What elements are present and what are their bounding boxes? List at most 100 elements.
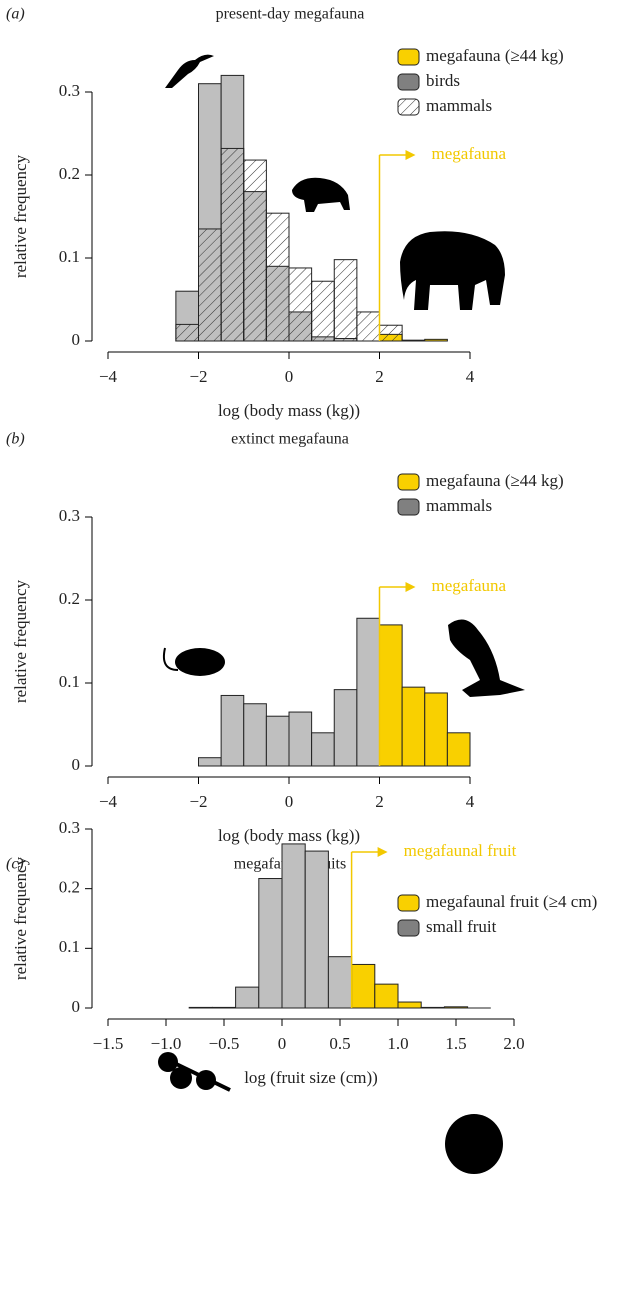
legend-swatch <box>397 473 420 491</box>
x-tick-label: −4 <box>99 367 118 386</box>
fruit-icon <box>445 1114 503 1174</box>
legend-label: megafaunal fruit (≥4 cm) <box>426 892 597 911</box>
bar <box>446 732 471 767</box>
bar <box>175 323 199 342</box>
bar <box>333 689 358 767</box>
x-tick-label: −4 <box>99 792 118 811</box>
bar <box>374 983 399 1009</box>
bar <box>198 757 222 767</box>
y-tick-label: 0.2 <box>59 878 80 897</box>
x-tick-label: −2 <box>189 367 207 386</box>
x-tick-label: −1.0 <box>151 1034 182 1053</box>
x-tick-label: −2 <box>189 792 207 811</box>
y-tick-label: 0.3 <box>59 506 80 525</box>
x-axis-label: log (body mass (kg)) <box>218 401 360 420</box>
x-tick-label: 0 <box>285 367 294 386</box>
legend-label: mammals <box>426 496 492 515</box>
bar <box>243 703 267 767</box>
panel-label: (c) <box>6 856 24 873</box>
x-axis-label: log (body mass (kg)) <box>218 826 360 845</box>
y-tick-label: 0.2 <box>59 589 80 608</box>
x-tick-label: 0.5 <box>329 1034 350 1053</box>
bar <box>198 228 222 342</box>
y-axis-label: relative frequency <box>11 579 30 703</box>
bar <box>424 692 448 767</box>
bar <box>379 624 403 767</box>
annotation: megafauna <box>432 576 507 595</box>
bar <box>243 159 267 342</box>
toucan-icon <box>165 54 214 88</box>
bar <box>288 267 313 342</box>
bar <box>304 850 329 1009</box>
chart-title: extinct megafauna <box>231 431 349 448</box>
annotation: megafauna <box>432 144 507 163</box>
legend-label: megafauna (≥44 kg) <box>426 471 564 490</box>
sloth-icon <box>448 619 525 697</box>
y-tick-label: 0.3 <box>59 818 80 837</box>
bar <box>311 280 335 342</box>
x-axis-label: log (fruit size (cm)) <box>244 1068 378 1087</box>
annotation: megafaunal fruit <box>404 841 517 860</box>
x-tick-label: 4 <box>466 367 475 386</box>
fruit-icon <box>170 1067 192 1089</box>
legend-label: mammals <box>426 96 492 115</box>
x-tick-label: 0 <box>278 1034 287 1053</box>
branch-icon <box>167 1058 231 1092</box>
bar <box>281 843 306 1009</box>
legend-swatch <box>397 98 420 116</box>
y-tick-label: 0 <box>72 755 81 774</box>
x-tick-label: 0 <box>285 792 294 811</box>
bar <box>265 212 290 342</box>
legend-label: megafauna (≥44 kg) <box>426 46 564 65</box>
bar <box>327 956 353 1009</box>
y-tick-label: 0.1 <box>59 937 80 956</box>
x-tick-label: −0.5 <box>209 1034 240 1053</box>
bar <box>265 715 290 767</box>
legend-label: small fruit <box>426 917 497 936</box>
bar <box>356 617 380 767</box>
x-tick-label: 2 <box>375 367 384 386</box>
bar <box>401 686 426 767</box>
legend-swatch <box>397 894 420 912</box>
arrow-head <box>405 582 416 592</box>
y-tick-label: 0.1 <box>59 672 80 691</box>
y-tick-label: 0 <box>72 330 81 349</box>
bar <box>333 259 358 342</box>
legend-swatch <box>397 48 420 66</box>
bar <box>351 963 376 1009</box>
mouse-icon <box>175 648 225 676</box>
chart-title: present-day megafauna <box>216 6 365 23</box>
x-tick-label: 2.0 <box>503 1034 524 1053</box>
x-tick-label: 1.0 <box>387 1034 408 1053</box>
x-tick-label: 4 <box>466 792 475 811</box>
y-tick-label: 0.1 <box>59 247 80 266</box>
legend-label: birds <box>426 71 460 90</box>
panel-label: (a) <box>6 6 25 23</box>
bar <box>258 878 283 1009</box>
bar <box>220 694 245 767</box>
legend-swatch <box>397 498 420 516</box>
capybara-icon <box>292 177 350 212</box>
arrow-head <box>377 847 388 857</box>
legend-swatch <box>397 919 420 937</box>
bar <box>220 147 245 342</box>
bar <box>311 732 335 767</box>
x-tick-label: 2 <box>375 792 384 811</box>
silhouettes <box>158 54 525 1174</box>
bar <box>356 311 380 342</box>
y-axis-label: relative frequency <box>11 154 30 278</box>
bar <box>288 711 313 767</box>
y-tick-label: 0.2 <box>59 164 80 183</box>
x-tick-label: −1.5 <box>93 1034 124 1053</box>
panel-label: (b) <box>6 431 25 448</box>
elephant-icon <box>400 231 505 310</box>
y-tick-label: 0 <box>72 997 81 1016</box>
arrow-head <box>405 150 416 160</box>
bar <box>397 1001 422 1009</box>
bar <box>379 324 403 342</box>
mouse-tail <box>162 647 179 671</box>
y-axis-label: relative frequency <box>11 856 30 980</box>
x-tick-label: 1.5 <box>445 1034 466 1053</box>
y-tick-label: 0.3 <box>59 81 80 100</box>
